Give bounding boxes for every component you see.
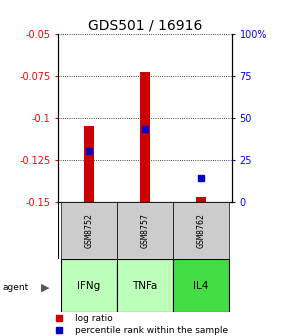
Title: GDS501 / 16916: GDS501 / 16916: [88, 18, 202, 33]
Bar: [196, 197, 206, 202]
Text: GSM8762: GSM8762: [197, 213, 206, 248]
Text: IFNg: IFNg: [77, 281, 101, 291]
Text: IL4: IL4: [193, 281, 209, 291]
Text: ▶: ▶: [41, 282, 49, 292]
Bar: [173, 259, 229, 312]
Bar: [140, 72, 150, 202]
Text: GSM8752: GSM8752: [84, 213, 93, 248]
Text: log ratio: log ratio: [75, 314, 113, 323]
Bar: [84, 126, 94, 202]
Bar: [173, 202, 229, 259]
Text: GSM8757: GSM8757: [140, 213, 150, 248]
Text: agent: agent: [3, 283, 29, 292]
Bar: [61, 202, 117, 259]
Bar: [61, 259, 117, 312]
Bar: [117, 259, 173, 312]
Text: percentile rank within the sample: percentile rank within the sample: [75, 326, 229, 335]
Text: TNFa: TNFa: [132, 281, 158, 291]
Bar: [117, 202, 173, 259]
